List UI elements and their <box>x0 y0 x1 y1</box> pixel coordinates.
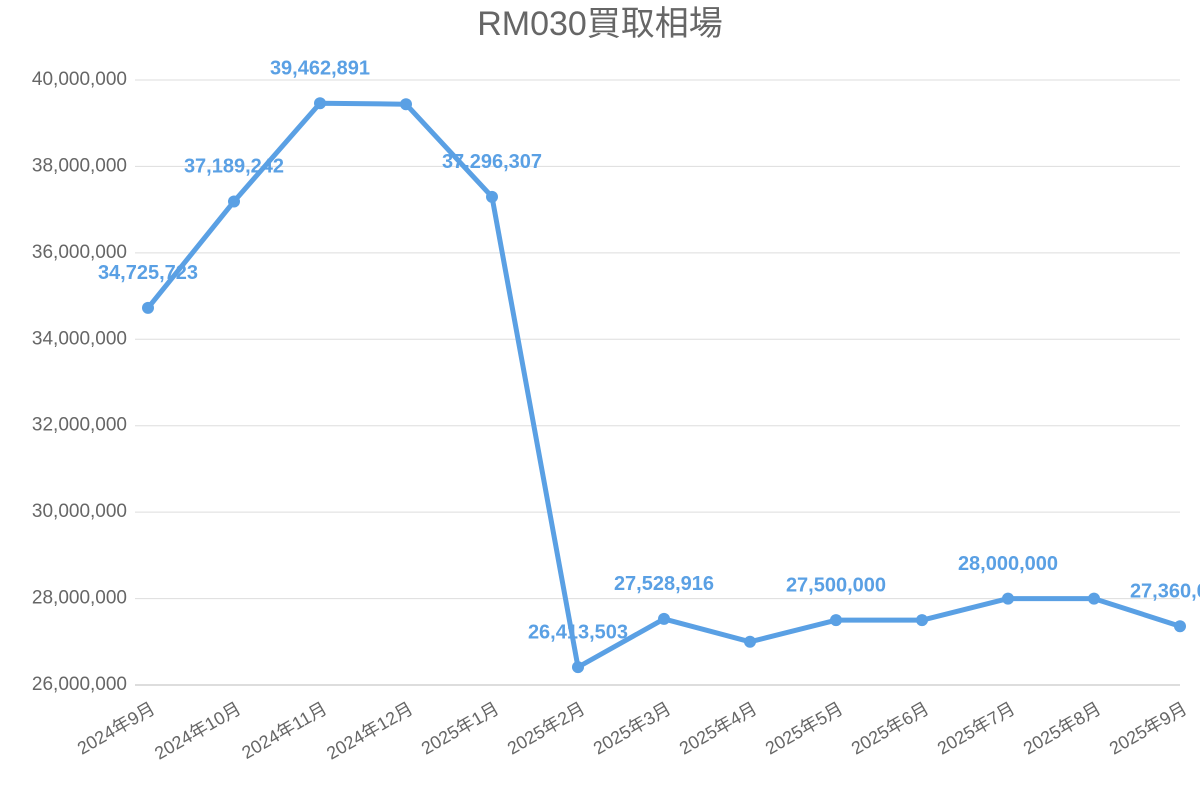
y-tick-label: 36,000,000 <box>32 242 127 263</box>
x-tick-label: 2025年7月 <box>934 698 1019 758</box>
data-label: 27,500,000 <box>786 574 886 596</box>
y-tick-label: 28,000,000 <box>32 588 127 609</box>
x-tick-label: 2025年3月 <box>590 698 675 758</box>
x-tick-label: 2025年8月 <box>1020 698 1105 758</box>
data-point <box>830 614 842 627</box>
data-label: 27,360,000 <box>1130 581 1200 603</box>
y-tick-label: 34,000,000 <box>32 328 127 349</box>
y-tick-label: 26,000,000 <box>32 674 127 695</box>
y-tick-label: 32,000,000 <box>32 415 127 436</box>
data-label: 27,528,916 <box>614 573 714 595</box>
data-label: 34,725,723 <box>98 262 198 284</box>
data-point <box>314 97 326 110</box>
data-point <box>1002 592 1014 605</box>
data-point <box>658 612 670 625</box>
x-tick-label: 2025年9月 <box>1106 698 1191 758</box>
data-point <box>744 635 756 648</box>
x-tick-label: 2024年9月 <box>74 698 159 758</box>
data-label: 39,462,891 <box>270 57 370 79</box>
data-point <box>916 614 928 627</box>
x-tick-label: 2025年5月 <box>762 698 847 758</box>
y-tick-label: 38,000,000 <box>32 155 127 176</box>
data-label: 28,000,000 <box>958 553 1058 575</box>
data-point <box>400 98 412 111</box>
chart-title: RM030買取相場 <box>477 5 723 43</box>
data-label: 37,189,242 <box>184 156 284 178</box>
x-tick-label: 2024年11月 <box>238 698 330 763</box>
data-point <box>486 190 498 203</box>
y-tick-label: 40,000,000 <box>32 69 127 90</box>
x-tick-label: 2025年4月 <box>676 698 761 758</box>
data-point <box>1174 620 1186 633</box>
x-tick-label: 2024年10月 <box>151 698 244 763</box>
x-tick-label: 2025年1月 <box>418 698 503 758</box>
data-label: 37,296,307 <box>442 151 542 173</box>
x-tick-label: 2025年6月 <box>848 698 933 758</box>
data-point <box>572 661 584 674</box>
x-tick-label: 2025年2月 <box>504 698 589 758</box>
data-point <box>228 195 240 208</box>
data-label: 26,413,503 <box>528 621 628 643</box>
data-point <box>1088 592 1100 605</box>
y-tick-label: 30,000,000 <box>32 501 127 522</box>
x-tick-label: 2024年12月 <box>323 698 416 763</box>
data-point <box>142 301 154 314</box>
